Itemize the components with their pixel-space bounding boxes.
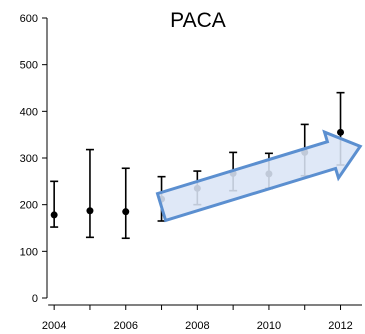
y-tick-label: 100 [20,246,38,258]
x-tick-label: 2004 [42,320,66,332]
y-tick-label: 500 [20,60,38,72]
trend-arrow-shape [155,129,363,223]
y-tick-label: 600 [20,13,38,25]
data-point [337,128,345,136]
y-tick-label: 200 [20,200,38,212]
data-point [50,211,58,219]
y-tick-label: 300 [20,153,38,165]
data-point [122,208,130,216]
x-tick-label: 2012 [328,320,352,332]
trend-arrow [155,129,363,223]
x-tick-label: 2008 [185,320,209,332]
chart-title: PACA [170,9,226,32]
x-tick-label: 2010 [257,320,281,332]
y-tick-label: 0 [32,293,38,305]
data-point [86,207,94,215]
y-tick-label: 400 [20,106,38,118]
x-tick-label: 2006 [114,320,138,332]
axes: 0 100 200 300 400 500 600 2004 2006 2008 2010 2012 [20,13,362,332]
